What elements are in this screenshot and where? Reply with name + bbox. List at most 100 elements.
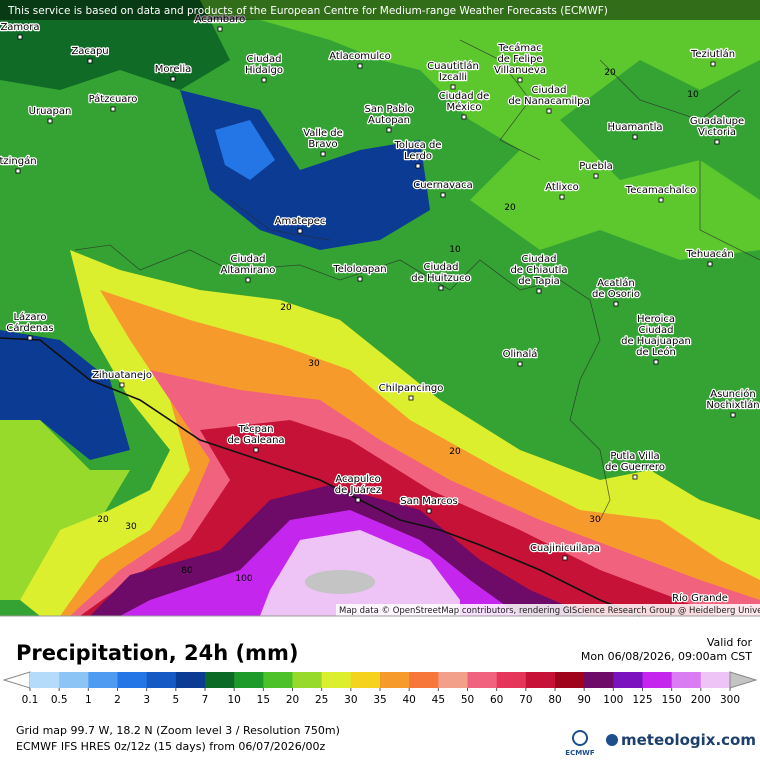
place-label: Tecámac bbox=[497, 42, 542, 54]
place-dot bbox=[707, 261, 713, 267]
contour-label: 100 bbox=[235, 574, 252, 584]
place-label: Autopan bbox=[368, 115, 410, 126]
place-label: Villanueva bbox=[494, 65, 546, 76]
place-label: Chilpancingo bbox=[379, 383, 444, 394]
place-label: Cuajinicuilapa bbox=[530, 543, 600, 554]
place-label: Asunción bbox=[710, 388, 755, 400]
place-dot bbox=[562, 555, 568, 561]
place-dot bbox=[438, 285, 444, 291]
place-dot bbox=[217, 26, 223, 32]
place-label: Zamora bbox=[0, 22, 39, 33]
legend-swatch bbox=[496, 672, 527, 688]
legend-swatch bbox=[263, 672, 293, 688]
place-dot bbox=[119, 382, 125, 388]
place-dot bbox=[47, 118, 53, 124]
legend-swatch bbox=[292, 672, 323, 688]
legend-swatch bbox=[671, 672, 702, 688]
brand-logo bbox=[606, 734, 618, 746]
contour-label: 20 bbox=[449, 447, 461, 457]
place-label: Putla Villa bbox=[610, 451, 659, 462]
place-dot bbox=[357, 63, 363, 69]
place-dot bbox=[320, 151, 326, 157]
place-label: Ciudad bbox=[247, 54, 282, 65]
place-label: de Osorio bbox=[592, 289, 640, 300]
place-label: tzingán bbox=[0, 155, 37, 167]
place-label: Ciudad bbox=[532, 85, 567, 96]
place-label: Acapulco bbox=[335, 474, 380, 485]
place-label: Toluca de bbox=[394, 140, 442, 151]
rain-area bbox=[0, 0, 230, 90]
place-label: Zacapu bbox=[71, 46, 108, 57]
place-label: Guadalupe bbox=[690, 116, 744, 127]
place-label: Lerdo bbox=[404, 151, 432, 162]
place-dot bbox=[253, 447, 259, 453]
place-dot bbox=[426, 508, 432, 514]
place-label: de Chiautla bbox=[510, 265, 567, 276]
legend-tick-label: 80 bbox=[548, 694, 561, 706]
legend-swatch bbox=[117, 672, 148, 688]
place-dot bbox=[355, 497, 361, 503]
place-dot bbox=[536, 288, 542, 294]
contour-label: 80 bbox=[181, 566, 193, 576]
rain-area bbox=[0, 420, 130, 600]
legend-tick-label: 300 bbox=[720, 694, 740, 706]
place-label: Acatlán bbox=[597, 277, 634, 289]
attribution-band bbox=[336, 604, 760, 616]
contour-label: 20 bbox=[504, 203, 516, 213]
place-dot bbox=[386, 127, 392, 133]
place-label: de León bbox=[636, 346, 676, 358]
legend-swatch bbox=[146, 672, 177, 688]
valid-time: Mon 06/08/2026, 09:00am CST bbox=[581, 650, 752, 663]
contour-label: 30 bbox=[589, 515, 601, 525]
place-label: Río Grande bbox=[672, 592, 728, 604]
legend-title: Precipitation, 24h (mm) bbox=[16, 641, 298, 665]
place-dot bbox=[27, 335, 33, 341]
contour-label: 20 bbox=[97, 515, 109, 525]
legend-swatch bbox=[205, 672, 235, 688]
place-label: Cuautitlán bbox=[427, 60, 479, 72]
place-label: Atlixco bbox=[545, 182, 579, 193]
place-dot bbox=[714, 139, 720, 145]
place-label: Tehuacán bbox=[685, 248, 733, 260]
place-dot bbox=[632, 474, 638, 480]
attribution: Map data © OpenStreetMap contributors, r… bbox=[339, 606, 760, 616]
legend-tick-label: 10 bbox=[227, 694, 240, 706]
notice-band bbox=[0, 0, 760, 20]
place-dot bbox=[170, 76, 176, 82]
place-label: Ciudad de bbox=[439, 91, 490, 102]
place-label: Teloloapan bbox=[332, 264, 386, 275]
place-label: de Nanacamilpa bbox=[508, 96, 589, 107]
brand[interactable]: meteologix.com bbox=[621, 731, 756, 749]
legend-tick-label: 3 bbox=[143, 694, 150, 706]
place-label: San Pablo bbox=[365, 104, 414, 115]
place-dot bbox=[730, 412, 736, 418]
legend-tick-label: 40 bbox=[402, 694, 415, 706]
legend-swatch bbox=[409, 672, 439, 688]
place-dot bbox=[546, 108, 552, 114]
place-label: Ciudad bbox=[424, 262, 459, 273]
place-label: Morelia bbox=[155, 64, 191, 75]
place-dot bbox=[559, 194, 565, 200]
place-label: Pátzcuaro bbox=[89, 93, 138, 105]
legend-tick-label: 150 bbox=[662, 694, 682, 706]
legend-tick-label: 50 bbox=[461, 694, 474, 706]
legend-tick-label: 35 bbox=[373, 694, 386, 706]
place-dot bbox=[415, 163, 421, 169]
place-label: San Marcos bbox=[400, 496, 457, 507]
legend-tick-label: 0.5 bbox=[51, 694, 68, 706]
legend-tick-label: 125 bbox=[632, 694, 652, 706]
place-label: Teziutlán bbox=[690, 48, 735, 60]
place-label: Técpan bbox=[238, 423, 274, 435]
place-dot bbox=[517, 77, 523, 83]
place-label: Cárdenas bbox=[6, 322, 53, 334]
place-label: de Felipe bbox=[497, 54, 542, 65]
place-label: Olinalá bbox=[503, 348, 538, 360]
legend-tick-label: 200 bbox=[691, 694, 711, 706]
place-label: Tecamachalco bbox=[625, 185, 696, 196]
place-dot bbox=[297, 228, 303, 234]
place-label: Acambaro bbox=[195, 14, 246, 25]
place-label: de Guerrero bbox=[605, 462, 665, 473]
contour-label: 10 bbox=[449, 245, 461, 255]
legend-tick-label: 2 bbox=[114, 694, 121, 706]
